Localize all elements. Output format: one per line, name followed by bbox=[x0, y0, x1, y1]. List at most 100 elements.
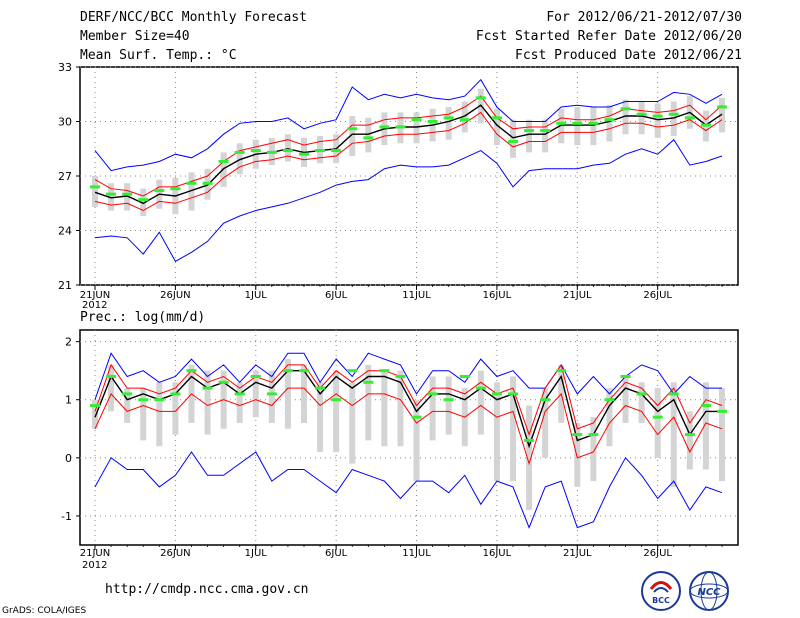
median-marker bbox=[717, 409, 727, 413]
member-range-box bbox=[574, 106, 581, 146]
member-range-box bbox=[654, 388, 661, 458]
member-range-box bbox=[638, 382, 645, 423]
x-tick-label: 16JUL bbox=[483, 290, 512, 301]
median-marker bbox=[202, 181, 213, 185]
member-range-box bbox=[413, 112, 420, 144]
member-size-label: Member Size=40 bbox=[80, 29, 190, 44]
y-tick-label: 0 bbox=[65, 452, 72, 465]
median-marker bbox=[652, 114, 663, 118]
median-marker bbox=[266, 150, 277, 154]
median-marker bbox=[636, 392, 647, 396]
median-marker bbox=[604, 398, 615, 402]
ncc-logo-icon: NCC bbox=[689, 571, 729, 611]
median-marker bbox=[154, 398, 165, 402]
median-marker bbox=[218, 159, 229, 163]
median-marker bbox=[556, 369, 567, 373]
median-marker bbox=[138, 198, 149, 202]
member-range-box bbox=[413, 399, 420, 482]
median-marker bbox=[363, 136, 374, 140]
x-tick-label: 21JUN bbox=[80, 290, 110, 301]
median-marker bbox=[315, 149, 326, 153]
series-line-spread-lower bbox=[94, 387, 723, 466]
median-marker bbox=[717, 105, 727, 109]
median-marker bbox=[122, 192, 133, 196]
member-range-box bbox=[204, 370, 211, 435]
x-tick-label: 11JUL bbox=[402, 548, 431, 559]
member-range-box bbox=[606, 105, 613, 142]
x-tick-label: 26JUN bbox=[160, 548, 190, 559]
median-marker bbox=[395, 125, 406, 129]
member-range-box bbox=[349, 382, 356, 464]
member-range-box bbox=[284, 359, 291, 429]
median-marker bbox=[524, 438, 535, 442]
panel-frame-1 bbox=[79, 66, 739, 286]
median-marker bbox=[652, 415, 663, 419]
series-line-max bbox=[94, 352, 722, 400]
median-marker bbox=[202, 386, 213, 390]
member-range-box bbox=[140, 388, 147, 441]
series-line-ensemble-mean bbox=[94, 370, 722, 449]
median-marker bbox=[572, 433, 583, 437]
member-range-box bbox=[590, 106, 597, 146]
median-marker bbox=[234, 150, 245, 154]
x-tick-label: 21JUN bbox=[80, 548, 110, 559]
member-range-box bbox=[670, 101, 677, 137]
series-line-ensemble-mean bbox=[94, 104, 723, 205]
median-marker bbox=[604, 118, 615, 122]
x-tick-label: 11JUL bbox=[402, 290, 431, 301]
member-range-box bbox=[686, 411, 693, 470]
member-range-box bbox=[172, 382, 179, 435]
y-tick-label: 2 bbox=[65, 336, 72, 349]
member-range-box bbox=[156, 382, 163, 447]
x-tick-label: 1JUL bbox=[245, 290, 268, 301]
member-range-box bbox=[284, 134, 291, 162]
median-marker bbox=[508, 392, 518, 396]
median-marker bbox=[700, 123, 711, 127]
member-range-box bbox=[542, 119, 549, 153]
median-marker bbox=[668, 112, 679, 116]
member-range-box bbox=[606, 388, 613, 447]
member-range-box bbox=[590, 417, 597, 482]
median-marker bbox=[282, 369, 293, 373]
series-line-min bbox=[94, 451, 723, 529]
median-marker bbox=[684, 433, 695, 437]
member-range-box bbox=[381, 370, 388, 447]
member-range-box bbox=[397, 370, 404, 447]
median-marker bbox=[620, 107, 631, 111]
member-range-box bbox=[365, 364, 372, 441]
member-range-box bbox=[349, 116, 356, 157]
median-marker bbox=[363, 380, 374, 384]
median-marker bbox=[250, 374, 261, 378]
member-range-box bbox=[526, 405, 533, 511]
y-tick-label: 27 bbox=[58, 170, 72, 183]
member-range-box bbox=[188, 172, 195, 211]
member-range-box bbox=[333, 370, 340, 453]
member-range-box bbox=[365, 117, 372, 153]
member-range-box bbox=[493, 108, 500, 146]
median-marker bbox=[138, 398, 149, 402]
series-line-spread-lower bbox=[94, 111, 723, 212]
x-tick-label: 6JUL bbox=[325, 290, 348, 301]
series-line-max bbox=[94, 78, 723, 172]
member-range-box bbox=[719, 97, 725, 133]
median-marker bbox=[540, 398, 551, 402]
source-url[interactable]: http://cmdp.ncc.cma.gov.cn bbox=[105, 582, 309, 597]
median-marker bbox=[556, 121, 567, 125]
ncc-logo-text: NCC bbox=[697, 587, 721, 598]
median-marker bbox=[347, 127, 358, 131]
series-line-min bbox=[94, 138, 723, 263]
median-marker bbox=[379, 125, 390, 129]
x-tick-label: 21JUL bbox=[563, 290, 592, 301]
member-range-box bbox=[236, 382, 243, 423]
median-marker bbox=[106, 374, 117, 378]
series-line-spread-upper bbox=[94, 363, 723, 437]
x-tick-label: 1JUL bbox=[245, 548, 268, 559]
median-marker bbox=[443, 116, 454, 120]
member-range-box bbox=[638, 101, 645, 135]
chart-title: DERF/NCC/BCC Monthly Forecast bbox=[80, 10, 307, 25]
member-range-box bbox=[542, 388, 549, 458]
y-tick-label: 21 bbox=[58, 279, 72, 292]
panel-frame-2 bbox=[79, 329, 739, 546]
member-range-box bbox=[558, 108, 565, 144]
member-range-box bbox=[252, 370, 259, 418]
